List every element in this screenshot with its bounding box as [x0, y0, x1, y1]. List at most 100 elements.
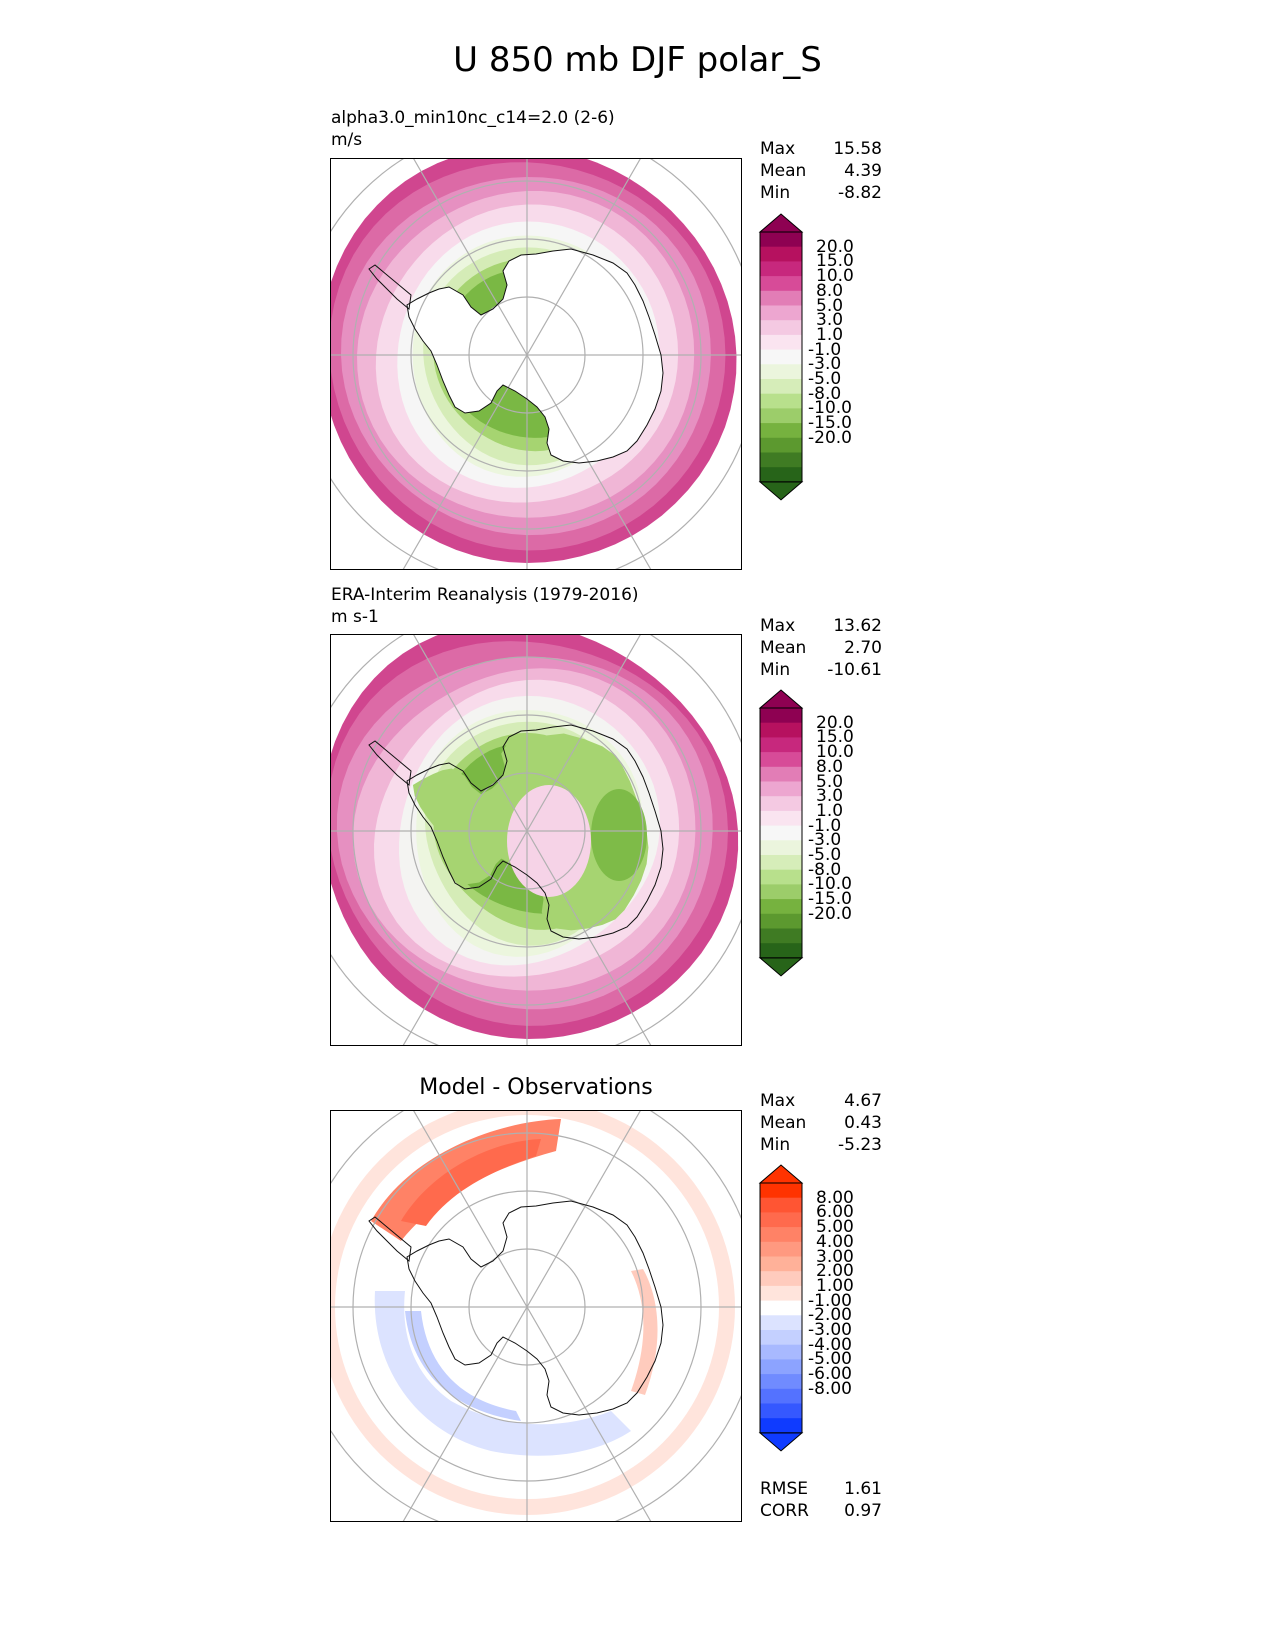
graticule: [331, 635, 741, 1045]
stat-label: Max: [760, 139, 796, 159]
colorbar-segment: [760, 899, 802, 915]
colorbar-tick-label: -5.00: [808, 1349, 852, 1370]
colorbar-tick-label: 1.0: [816, 800, 844, 821]
colorbar-tick-label: -6.00: [808, 1364, 852, 1385]
colorbar-segment: [760, 869, 802, 885]
stat-min-value: -8.82: [838, 183, 882, 203]
stat-label: CORR: [760, 1501, 809, 1521]
panel-diff-colorbar: 8.00 6.00 5.00 4.00 3.00 2.00 1.00 -1.00 -2.00 -3…: [758, 1164, 870, 1452]
contour-band: [374, 1291, 631, 1456]
contour-band: [401, 1139, 541, 1226]
colorbar-max-extension: [758, 689, 804, 709]
colorbar-tick-label: 15.0: [816, 251, 854, 272]
colorbar-segment: [760, 943, 802, 959]
colorbar-tick-label: 3.0: [816, 786, 844, 807]
colorbar-segment: [760, 1182, 802, 1199]
colorbar-segment: [760, 1418, 802, 1434]
colorbar-segment: [760, 334, 802, 351]
panel-diff-title: Model - Observations: [419, 1075, 653, 1100]
coastline: [368, 724, 664, 940]
colorbar-tick-label: -5.0: [808, 845, 842, 865]
colorbar-segment: [760, 349, 802, 365]
colorbar-tick-label: -8.0: [808, 383, 842, 404]
graticule: [331, 159, 741, 569]
panel-obs-units: m s-1: [331, 607, 379, 627]
colorbar-segment: [760, 913, 802, 929]
stat-label: Mean: [760, 161, 807, 181]
stat-min-value: -5.23: [838, 1135, 882, 1155]
stat-label: Min: [760, 183, 791, 203]
colorbar-tick-label: 10.0: [816, 266, 854, 287]
colorbar-segment: [760, 246, 802, 262]
colorbar-segment: [760, 722, 802, 738]
colorbar-segment: [760, 393, 802, 409]
colorbar-segment: [760, 1329, 802, 1346]
colorbar-segment: [760, 1197, 802, 1213]
colorbar-tick-label: -8.0: [808, 859, 842, 880]
colorbar-frame: [759, 707, 803, 959]
panel-diff-map: [330, 1110, 742, 1522]
stat-min-value: -10.61: [827, 660, 882, 680]
colorbar-graphic: [758, 689, 804, 977]
colorbar-tick-label: 8.0: [816, 280, 844, 301]
colorbar-tick-label: 5.0: [816, 295, 844, 316]
colorbar-max-extension: [758, 213, 804, 233]
stat-label: Mean: [760, 1113, 807, 1133]
colorbar-segment: [760, 1374, 802, 1390]
panel-model-title: alpha3.0_min10nc_c14=2.0 (2-6): [331, 108, 615, 128]
colorbar-tick-label: 5.00: [816, 1217, 854, 1238]
colorbar-tick-label: 6.00: [816, 1202, 854, 1223]
colorbar-frame: [759, 1182, 803, 1434]
contour-band: [407, 249, 663, 463]
stat-mean-value: 0.43: [844, 1113, 882, 1133]
difference-map: [331, 1111, 741, 1521]
stat-max-value: 13.62: [833, 616, 882, 636]
contour-band: [507, 785, 591, 897]
colorbar-segment: [760, 452, 802, 468]
colorbar-segment: [760, 437, 802, 453]
colorbar-segment: [760, 305, 802, 321]
colorbar-segment: [760, 766, 802, 782]
stat-label: Min: [760, 660, 791, 680]
panel-obs-map: [330, 634, 742, 1046]
colorbar-tick-label: 1.0: [816, 324, 844, 345]
colorbar-tick-label: 4.00: [816, 1231, 854, 1252]
colorbar-min-extension: [758, 957, 804, 977]
stat-label: RMSE: [760, 1479, 809, 1499]
colorbar-segment: [760, 1256, 802, 1272]
colorbar-min-extension: [758, 1432, 804, 1452]
field-map: [331, 159, 741, 569]
stat-mean-value: 2.70: [844, 638, 882, 658]
colorbar-tick-label: -3.00: [808, 1320, 852, 1340]
contour-band: [405, 1311, 521, 1421]
colorbar-segment: [760, 467, 802, 483]
contour-band: [631, 1269, 658, 1395]
colorbar-segment: [760, 364, 802, 380]
stat-label: Mean: [760, 638, 807, 658]
panel-diff-stats: Max 4.67 Mean 0.43 Min -5.23: [760, 1090, 882, 1156]
stat-max-value: 4.67: [844, 1091, 882, 1111]
stat-label: Min: [760, 1135, 791, 1155]
colorbar-segment: [760, 928, 802, 944]
antarctica-coastline: [406, 1200, 664, 1416]
colorbar-segment: [760, 423, 802, 439]
antarctica-coastline: [406, 248, 664, 464]
colorbar-tick-label: -8.00: [808, 1378, 852, 1399]
coastline: [368, 1200, 664, 1416]
colorbar-tick-label: 3.00: [816, 1246, 854, 1267]
colorbar-segment: [760, 1359, 802, 1375]
colorbar-segment: [760, 290, 802, 306]
panel-obs-colorbar: 20.0 15.0 10.0 8.0 5.0 3.0 1.0 -1.0 -3.0 -5.0 -8.0…: [758, 689, 870, 977]
colorbar-tick-label: -2.00: [808, 1305, 852, 1326]
coastline: [368, 248, 664, 464]
colorbar-tick-label: -20.0: [808, 427, 852, 448]
panel-model-colorbar: 20.0 15.0 10.0 8.0 5.0 3.0 1.0 -1.0 -3.0 -5.0 -8.0…: [758, 213, 870, 501]
field-map: [331, 635, 741, 1045]
colorbar-frame: [759, 231, 803, 483]
colorbar-segment: [760, 707, 802, 724]
colorbar-tick-label: 8.00: [816, 1187, 854, 1208]
colorbar-min-extension: [758, 481, 804, 501]
colorbar-tick-label: -1.0: [808, 339, 842, 360]
colorbar-tick-label: -3.0: [808, 354, 842, 375]
colorbar-segment: [760, 1344, 802, 1360]
